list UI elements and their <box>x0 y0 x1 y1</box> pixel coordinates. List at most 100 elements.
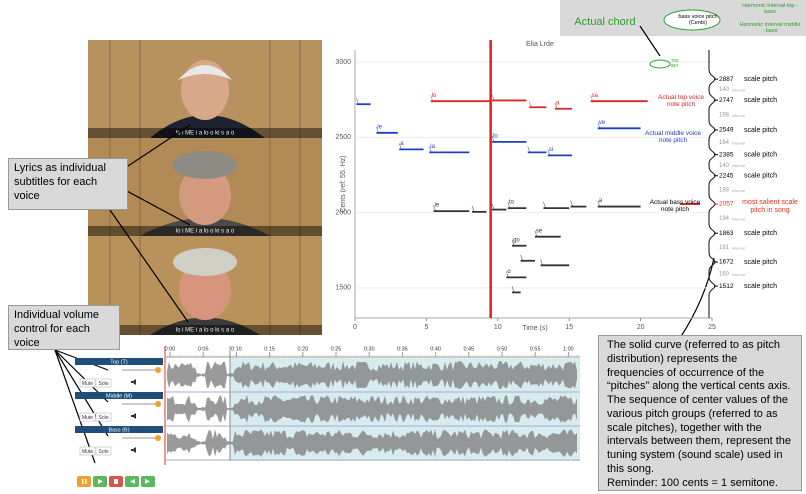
plot-panel <box>322 40 740 335</box>
subtitle: lo i ME i a lo o ki s a o <box>176 328 235 334</box>
note-syllable: se <box>536 228 543 234</box>
x-tick-label: 5 <box>424 324 428 331</box>
interval-label: interval <box>732 246 745 251</box>
timeline-tick-label: 1:00 <box>563 346 574 352</box>
interval-label: interval <box>732 163 745 168</box>
solo-label: Solo <box>98 449 108 455</box>
reminder-text: Reminder: 100 cents = 1 semitone. <box>607 477 778 489</box>
x-tick-label: 25 <box>708 324 716 331</box>
y-axis-label: Cents (ref: 55. Hz) <box>340 155 347 212</box>
timeline-tick-label: 0:25 <box>331 346 342 352</box>
mute-label: Mute <box>82 415 93 421</box>
legend-interval-top: Harmonic Interval top - bass <box>738 3 802 15</box>
interval-value: 140 <box>719 87 730 93</box>
note-syllable: si <box>549 147 553 153</box>
interval-value: 191 <box>719 245 730 251</box>
interval-label: interval <box>732 217 745 222</box>
volume-callout: Individual volume control for each voice <box>8 305 120 350</box>
note-annotation: Actual bass voice note pitch <box>646 199 704 213</box>
scale-pitch-value: 2245 <box>719 172 734 179</box>
x-axis-label: Time (s) <box>522 325 547 332</box>
timeline-tick-label: 0:55 <box>530 346 541 352</box>
timeline-tick-label: 0:35 <box>397 346 408 352</box>
speaker-icon <box>131 413 136 419</box>
page: lo i ME i a lo o ki s a o lo i ME i a lo… <box>0 0 806 494</box>
playback-controls <box>77 476 155 487</box>
scale-pitch-label: scale pitch <box>744 76 777 83</box>
y-tick-label: 1500 <box>335 285 351 292</box>
x-tick-label: 15 <box>565 324 573 331</box>
scale-pitch-label: most salient scale pitch in song <box>740 199 800 214</box>
note-syllable: sa <box>592 93 599 99</box>
lyrics-callout: Lyrics as individual subtitles for each … <box>8 158 128 210</box>
interval-label: interval <box>732 188 745 193</box>
volume-knob[interactable] <box>155 435 161 441</box>
note-syllable: ve <box>599 120 606 126</box>
timeline-tick-label: 0:50 <box>497 346 508 352</box>
note-syllable: la <box>430 144 435 150</box>
scale-pitch-label: scale pitch <box>744 173 777 180</box>
timeline-tick-label: 0:20 <box>297 346 308 352</box>
scale-pitch-label: scale pitch <box>744 151 777 158</box>
interval-value: 188 <box>719 187 730 193</box>
scale-pitch-label: scale pitch <box>744 283 777 290</box>
interval-value: 198 <box>719 113 730 119</box>
interval-label: interval <box>732 140 745 145</box>
scale-pitch-value: 1512 <box>719 283 734 290</box>
interval-value: 160 <box>719 272 730 278</box>
y-tick-label: 3000 <box>335 59 351 66</box>
y-tick-label: 2500 <box>335 134 351 141</box>
scale-pitch-label: scale pitch <box>744 259 777 266</box>
mute-label: Mute <box>82 381 93 387</box>
timeline-tick-label: 0:05 <box>198 346 209 352</box>
scale-pitch-value: 2549 <box>719 127 734 134</box>
interval-value: 164 <box>719 140 730 146</box>
timeline-tick-label: 0:00 <box>165 346 176 352</box>
timeline-tick-label: 0:40 <box>430 346 441 352</box>
note-syllable: go <box>513 237 520 243</box>
x-tick-label: 10 <box>494 324 502 331</box>
plot-title: Elia Lrde <box>526 41 554 48</box>
note-syllable: le <box>435 203 440 209</box>
timeline-tick-label: 0:45 <box>463 346 474 352</box>
subtitle: lo i ME i a lo o ki s a o <box>176 229 235 235</box>
pause-button[interactable] <box>77 476 91 487</box>
interval-value: 140 <box>719 163 730 169</box>
chord-interval: 857 <box>671 63 679 68</box>
note-annotation: Actual middle voice note pitch <box>644 130 702 144</box>
track-name: Top (T) <box>110 359 128 365</box>
note-syllable: lo <box>493 133 498 139</box>
mute-label: Mute <box>82 449 93 455</box>
track-name: Middle (M) <box>106 393 132 399</box>
scale-pitch-label: scale pitch <box>744 230 777 237</box>
explanation-text: The solid curve (referred to as pitch di… <box>607 339 791 475</box>
x-tick-label: 20 <box>637 324 645 331</box>
x-tick-label: 0 <box>353 324 357 331</box>
solo-label: Solo <box>98 381 108 387</box>
interval-label: interval <box>732 113 745 118</box>
legend-interval-middle: Harmonic Interval middle - bass <box>738 22 802 34</box>
interval-value: 194 <box>719 216 730 222</box>
volume-knob[interactable] <box>155 401 161 407</box>
scale-pitch-value: 2747 <box>719 97 734 104</box>
interval-label: interval <box>732 88 745 93</box>
actual-chord-label: Actual chord <box>574 16 635 28</box>
note-syllable: to <box>509 200 515 206</box>
scale-pitch-value: 2385 <box>719 151 734 158</box>
note-syllable: le <box>377 124 382 130</box>
note-syllable: lo <box>432 93 437 99</box>
legend-bass-pitch: bass voice pitch (Cents) <box>676 14 720 26</box>
speaker-icon <box>131 379 136 385</box>
timeline-tick-label: 0:15 <box>264 346 275 352</box>
solo-label: Solo <box>98 415 108 421</box>
scale-pitch-label: scale pitch <box>744 127 777 134</box>
speaker-icon <box>131 447 136 453</box>
scale-pitch-value: 2887 <box>719 76 734 83</box>
interval-label: interval <box>732 272 745 277</box>
note-annotation: Actual top voice note pitch <box>652 94 710 108</box>
timeline-tick-label: 0:30 <box>364 346 375 352</box>
scale-pitch-value: 1672 <box>719 259 734 266</box>
scale-pitch-label: scale pitch <box>744 97 777 104</box>
volume-knob[interactable] <box>155 367 161 373</box>
subtitle: lo i ME i a lo o ki s a o <box>176 131 235 137</box>
